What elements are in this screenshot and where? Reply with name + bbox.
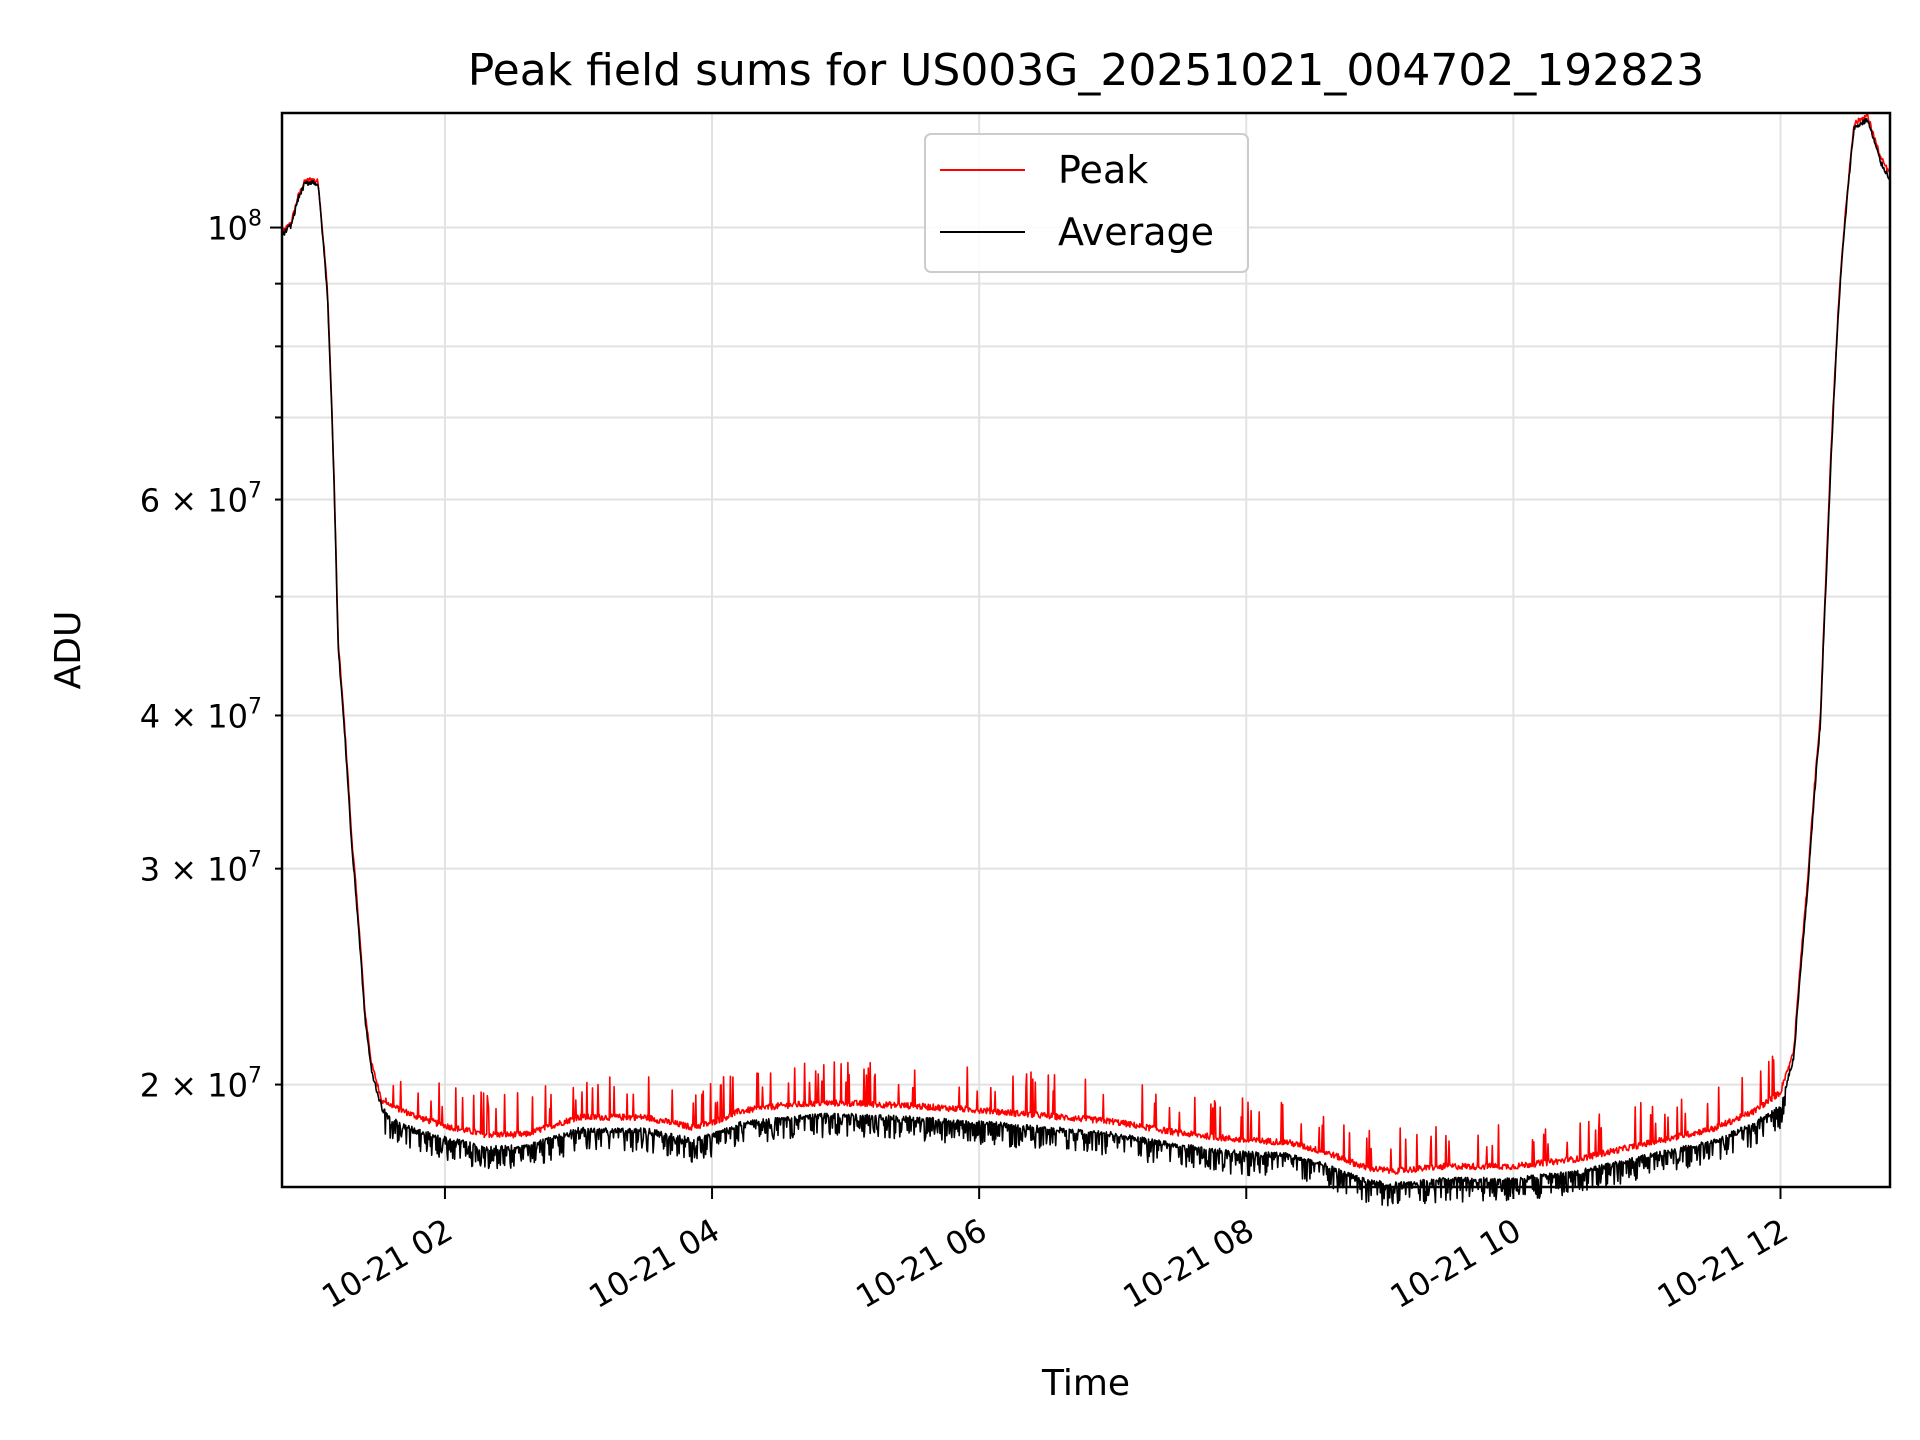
x-axis-label: Time [1041,1363,1130,1404]
plot-frame [280,111,1892,1189]
grid-layer [282,113,1890,1187]
y-tick-label: 3 × 107 [140,848,262,889]
y-axis-label: ADU [48,611,89,690]
y-tick-label: 2 × 107 [140,1064,262,1105]
series-layer [281,112,1891,1207]
y-tick-label: 4 × 107 [140,694,262,735]
legend-peak-label: Peak [1058,148,1148,192]
y-tick-label: 6 × 107 [140,479,262,520]
series-line-average [281,117,1891,1207]
y-tick-label: 108 [207,207,262,248]
series-line-peak [281,112,1891,1175]
legend: Peak Average [924,133,1249,273]
chart-title: Peak field sums for US003G_20251021_0047… [468,45,1705,96]
legend-box [924,133,1249,273]
legend-average-label: Average [1058,210,1214,254]
